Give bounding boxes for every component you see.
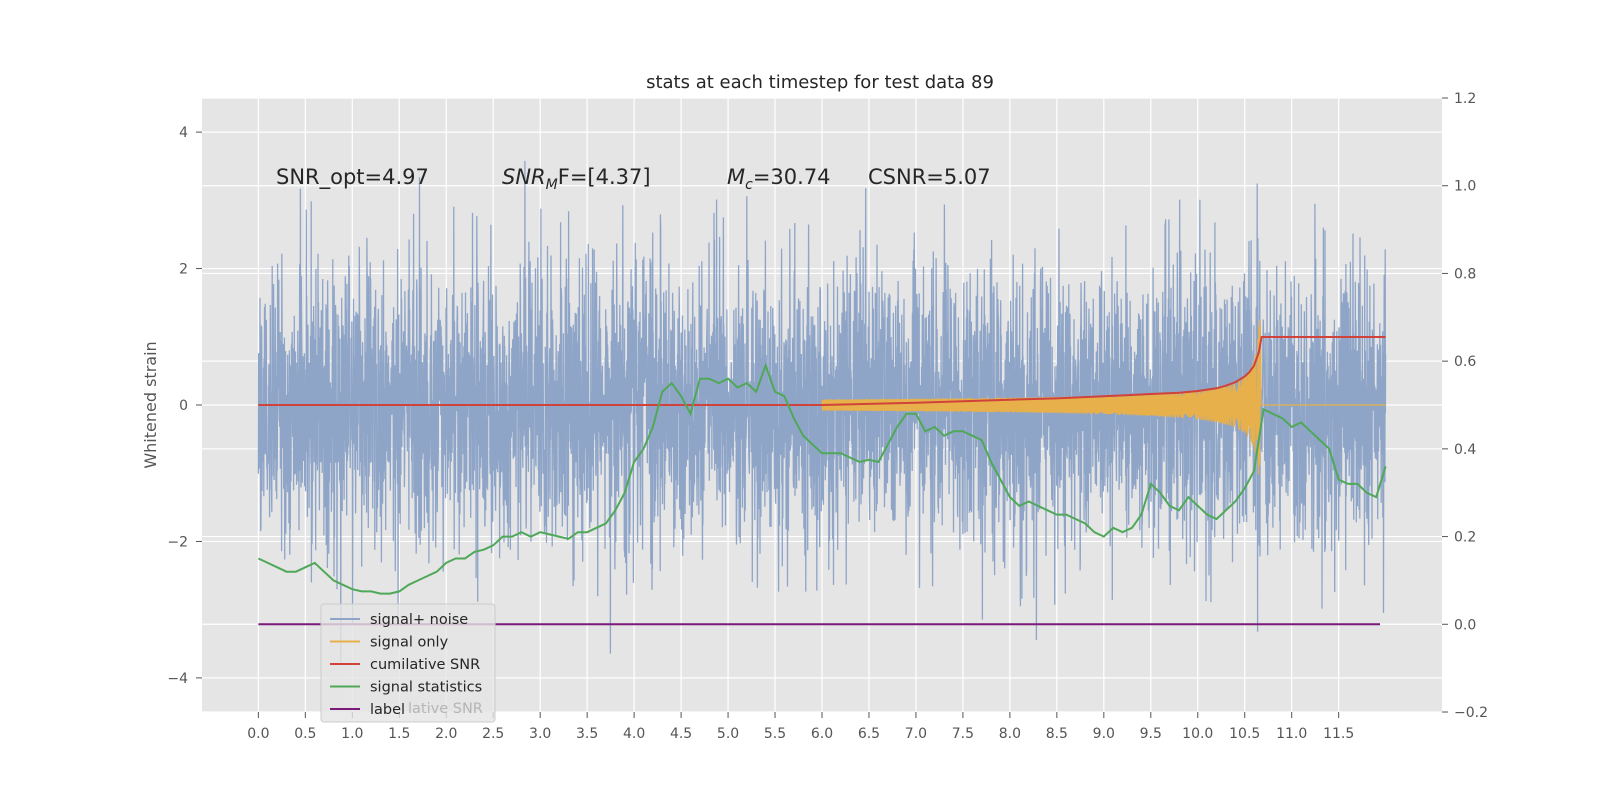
x-tick-label: 11.5 bbox=[1323, 726, 1354, 742]
annotation-mc-sub: c bbox=[745, 177, 753, 193]
y-tick-label: −4 bbox=[167, 671, 188, 687]
legend: lative SNR signal+ noise signal only cumil… bbox=[320, 603, 496, 723]
annotation-snr-mf: SNRMF=[4.37] bbox=[502, 165, 651, 193]
x-axis-ticks: 0.0 0.5 1.0 1.5 2.0 2.5 3.0 3.5 4.0 4.5 5.0 5.5 6.0 6… bbox=[247, 712, 1354, 742]
annotation-csnr: CSNR=5.07 bbox=[868, 165, 991, 189]
x-tick-label: 6.5 bbox=[858, 726, 880, 742]
y-tick-label: −2 bbox=[167, 534, 188, 550]
annotation-snr-mf-sub: M bbox=[546, 177, 558, 193]
y2-tick-label: 1.2 bbox=[1454, 91, 1476, 107]
y2-tick-label: −0.2 bbox=[1454, 705, 1488, 721]
y2-tick-label: 0.4 bbox=[1454, 442, 1476, 458]
y2-axis-ticks: 1.2 1.0 0.8 0.6 0.4 0.2 0.0 −0.2 bbox=[1442, 91, 1488, 721]
y-tick-label: 2 bbox=[179, 262, 188, 278]
y-tick-label: 4 bbox=[179, 125, 188, 141]
y2-tick-label: 1.0 bbox=[1454, 179, 1476, 195]
y-axis-ticks: 4 2 0 −2 −4 bbox=[167, 125, 202, 687]
x-tick-label: 4.5 bbox=[670, 726, 692, 742]
y2-tick-label: 0.2 bbox=[1454, 530, 1476, 546]
y-axis-label: Whitened strain bbox=[141, 341, 160, 468]
series-layer bbox=[257, 160, 1387, 663]
x-tick-label: 7.5 bbox=[952, 726, 974, 742]
x-tick-label: 10.0 bbox=[1182, 726, 1213, 742]
legend-items: signal+ noise signal only cumilative SNR si… bbox=[330, 612, 482, 718]
annotation-snr-mf-rest: F=[4.37] bbox=[558, 165, 651, 189]
annotation-mc-rest: =30.74 bbox=[753, 165, 831, 189]
annotation-mc-main: M bbox=[727, 165, 745, 189]
legend-label: signal only bbox=[370, 635, 449, 651]
legend-label: cumilative SNR bbox=[370, 657, 480, 673]
y-tick-label: 0 bbox=[179, 398, 188, 414]
x-tick-label: 3.0 bbox=[529, 726, 551, 742]
x-tick-label: 10.5 bbox=[1229, 726, 1260, 742]
x-tick-label: 8.5 bbox=[1046, 726, 1068, 742]
y2-tick-label: 0.0 bbox=[1454, 617, 1476, 633]
chart-title: stats at each timestep for test data 89 bbox=[646, 72, 994, 93]
y2-tick-label: 0.6 bbox=[1454, 354, 1476, 370]
legend-label: label bbox=[370, 702, 405, 718]
annotation-mc: Mc=30.74 bbox=[727, 165, 831, 193]
x-tick-label: 4.0 bbox=[623, 726, 645, 742]
x-tick-label: 5.0 bbox=[717, 726, 739, 742]
series-cumulative-snr bbox=[258, 336, 1386, 406]
x-tick-label: 1.5 bbox=[388, 726, 410, 742]
x-tick-label: 11.0 bbox=[1276, 726, 1307, 742]
x-tick-label: 5.5 bbox=[764, 726, 786, 742]
annotation-snr-opt: SNR_opt=4.97 bbox=[276, 165, 429, 190]
x-tick-label: 2.5 bbox=[482, 726, 504, 742]
series-signal-statistics bbox=[257, 362, 1387, 595]
legend-overlap-text: lative SNR bbox=[408, 701, 483, 717]
legend-box bbox=[320, 603, 496, 723]
x-tick-label: 7.0 bbox=[905, 726, 927, 742]
annotation-snr-mf-main: SNR bbox=[502, 165, 546, 189]
x-tick-label: 9.5 bbox=[1140, 726, 1162, 742]
legend-label: signal statistics bbox=[370, 680, 482, 696]
x-tick-label: 1.0 bbox=[341, 726, 363, 742]
annotations: SNR_opt=4.97 SNRMF=[4.37] Mc=30.74 CSNR=… bbox=[276, 165, 991, 193]
x-tick-label: 9.0 bbox=[1093, 726, 1115, 742]
x-tick-label: 2.0 bbox=[435, 726, 457, 742]
x-tick-label: 0.0 bbox=[247, 726, 269, 742]
x-tick-label: 0.5 bbox=[294, 726, 316, 742]
x-tick-label: 8.0 bbox=[999, 726, 1021, 742]
x-tick-label: 6.0 bbox=[811, 726, 833, 742]
x-tick-label: 3.5 bbox=[576, 726, 598, 742]
y2-tick-label: 0.8 bbox=[1454, 266, 1476, 282]
legend-label: signal+ noise bbox=[370, 612, 468, 628]
